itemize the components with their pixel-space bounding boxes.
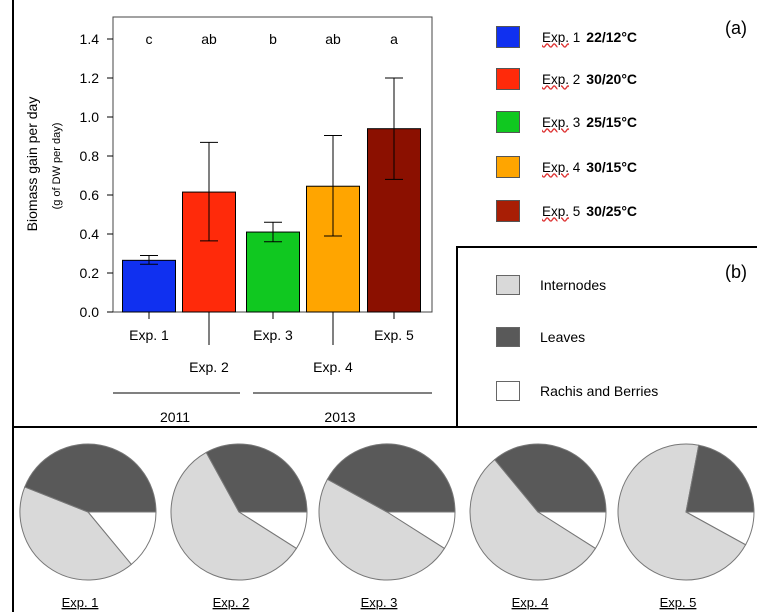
frame-divider-vertical <box>456 247 458 427</box>
y-tick-label: 1.2 <box>80 70 100 86</box>
pie-label: Exp. 1 <box>62 595 99 610</box>
legend-swatch <box>496 275 520 295</box>
legend-a-item: Exp. 5 30/25°C <box>496 199 637 223</box>
panel-label-a: (a) <box>725 18 747 38</box>
legend-exp-label: Exp. 5 <box>542 203 581 219</box>
significance-letter: ab <box>325 31 341 47</box>
significance-letter: a <box>390 31 398 47</box>
x-tick-label: Exp. 3 <box>253 327 293 343</box>
frame-divider-a-b <box>456 246 757 248</box>
legend-temperature: 22/12°C <box>586 29 638 45</box>
frame-divider-top-bottom <box>12 426 757 428</box>
y-axis-label: Biomass gain per day <box>24 97 40 232</box>
bar-chart: 0.0 0.2 0.4 0.6 0.8 1.0 1.2 1.4 Biomass gain per… <box>24 16 433 425</box>
y-tick-label: 1.0 <box>80 109 100 125</box>
x-tick-label: Exp. 5 <box>374 327 414 343</box>
y-tick-label: 0.4 <box>80 226 100 242</box>
legend-a-item: Exp. 3 25/15°C <box>496 110 637 134</box>
y-tick-label: 1.4 <box>80 31 100 47</box>
legend-swatch <box>496 111 520 133</box>
legend-b-item: Internodes <box>496 274 606 296</box>
legend-swatch <box>496 156 520 178</box>
legend-swatch <box>496 327 520 347</box>
legend-temperature: 30/20°C <box>586 71 638 87</box>
legend-exp-label: Exp. 4 <box>542 159 581 175</box>
legend-temperature: 25/15°C <box>586 114 638 130</box>
legend-exp-label: Exp. 1 <box>542 29 581 45</box>
x-tick-label: Exp. 4 <box>313 359 353 375</box>
legend-b-item: Rachis and Berries <box>496 380 658 402</box>
y-tick-label: 0.6 <box>80 187 100 203</box>
y-tick-label: 0.0 <box>80 304 100 320</box>
pie-label: Exp. 5 <box>660 595 697 610</box>
legend-temperature: 30/15°C <box>586 159 638 175</box>
legend-swatch <box>496 381 520 401</box>
legend-a-item: Exp. 1 22/12°C <box>496 25 637 49</box>
legend-swatch <box>496 68 520 90</box>
year-group-label: 2013 <box>324 409 355 425</box>
pie-slice <box>326 443 456 513</box>
significance-letter: b <box>269 31 277 47</box>
pie-slice <box>617 443 747 581</box>
bar <box>122 259 176 313</box>
pie-charts: Exp. 1 Exp. 2 Exp. 3 Exp. 4 Exp. 5 <box>19 443 755 610</box>
legend-swatch <box>496 26 520 48</box>
panel-label-b: (b) <box>725 262 747 282</box>
y-tick-label: 0.8 <box>80 148 100 164</box>
pie-label: Exp. 4 <box>512 595 549 610</box>
legend-b-item: Leaves <box>496 326 585 348</box>
significance-letter: c <box>146 31 153 47</box>
pie-slice <box>205 443 308 513</box>
legend-label: Rachis and Berries <box>540 383 659 399</box>
pie-slice <box>469 458 597 581</box>
pie-slice <box>493 443 607 513</box>
year-group-label: 2011 <box>160 409 190 425</box>
legend-label: Internodes <box>540 277 607 293</box>
pie-label: Exp. 3 <box>361 595 398 610</box>
pie-slice <box>86 511 157 566</box>
legend-exp-label: Exp. 2 <box>542 71 581 87</box>
pie-slice <box>318 478 446 581</box>
pie-label: Exp. 2 <box>213 595 250 610</box>
x-tick-label: Exp. 2 <box>189 359 229 375</box>
y-axis-sublabel: (g of DW per day) <box>51 123 63 210</box>
x-tick-label: Exp. 1 <box>129 327 169 343</box>
legend-a-item: Exp. 2 30/20°C <box>496 67 637 91</box>
pie-slice <box>170 451 298 581</box>
legend-swatch <box>496 200 520 222</box>
pie-slice <box>24 443 157 513</box>
legend-label: Leaves <box>540 329 586 345</box>
legend-a-item: Exp. 4 30/15°C <box>496 155 637 179</box>
pie-slice <box>685 444 755 513</box>
frame-left-line <box>12 0 14 612</box>
y-tick-label: 0.2 <box>80 265 100 281</box>
significance-letter: ab <box>201 31 217 47</box>
legend-temperature: 30/25°C <box>586 203 638 219</box>
bar <box>246 231 300 313</box>
legend-exp-label: Exp. 3 <box>542 114 581 130</box>
pie-slice <box>19 486 133 581</box>
